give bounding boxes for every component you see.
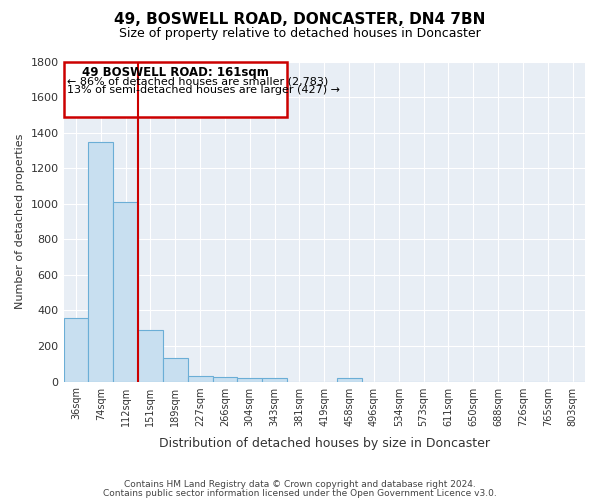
Bar (188, 376, 212, 382)
Bar (88, 142, 113, 382)
Text: Contains public sector information licensed under the Open Government Licence v3: Contains public sector information licen… (103, 490, 497, 498)
Bar (262, 378, 287, 382)
Text: Contains HM Land Registry data © Crown copyright and database right 2024.: Contains HM Land Registry data © Crown c… (124, 480, 476, 489)
Text: ← 86% of detached houses are smaller (2,783): ← 86% of detached houses are smaller (2,… (67, 76, 329, 86)
X-axis label: Distribution of detached houses by size in Doncaster: Distribution of detached houses by size … (159, 437, 490, 450)
Bar (238, 378, 262, 382)
Y-axis label: Number of detached properties: Number of detached properties (15, 134, 25, 309)
Text: 13% of semi-detached houses are larger (427) →: 13% of semi-detached houses are larger (… (67, 84, 340, 94)
Bar (163, 358, 188, 382)
Bar (113, 202, 138, 382)
Text: Size of property relative to detached houses in Doncaster: Size of property relative to detached ho… (119, 28, 481, 40)
Text: 49 BOSWELL ROAD: 161sqm: 49 BOSWELL ROAD: 161sqm (82, 66, 269, 80)
Bar (337, 378, 362, 382)
Bar (212, 377, 238, 382)
Text: 49, BOSWELL ROAD, DONCASTER, DN4 7BN: 49, BOSWELL ROAD, DONCASTER, DN4 7BN (115, 12, 485, 28)
Bar (64, 318, 88, 382)
Bar (138, 330, 163, 382)
FancyBboxPatch shape (64, 62, 287, 116)
